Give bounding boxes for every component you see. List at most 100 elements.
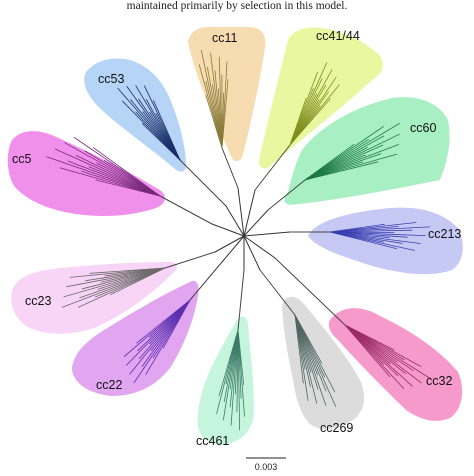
leaf-branch (294, 314, 337, 407)
clade-stem-cc5 (159, 195, 213, 225)
leaf-branch (344, 324, 413, 387)
clade-stem-cc53 (179, 159, 227, 207)
clade-label-cc11: cc11 (212, 31, 238, 45)
branch-bundle-cc5 (46, 137, 161, 197)
leaf-branch (294, 314, 327, 406)
leaf-branch (218, 329, 239, 397)
leaf-branch (198, 64, 223, 149)
leaf-branch (294, 314, 309, 401)
leaf-branch (129, 299, 191, 375)
leaf-branch (344, 324, 391, 378)
leaf-branch (329, 229, 413, 233)
leaf-branch (329, 231, 415, 251)
clade-label-cc60: cc60 (410, 121, 436, 135)
clade-stem-cc32 (274, 257, 346, 326)
leaf-branch (81, 267, 166, 290)
leaf-branch (230, 329, 239, 426)
leaf-branch (289, 69, 333, 146)
leaf-branch (344, 324, 422, 384)
leaf-branch (237, 329, 241, 431)
backbone-branch-cc53 (225, 205, 245, 237)
clade-label-cc32: cc32 (426, 374, 452, 388)
leaf-branch (61, 267, 166, 308)
leaf-branch (89, 267, 166, 274)
leaf-branch (64, 142, 161, 197)
clade-branch-bundles (46, 49, 431, 431)
leaf-branch (329, 222, 417, 233)
clade-region-cc41-44 (258, 27, 383, 169)
clade-region-cc5 (7, 131, 165, 216)
leaf-branch (67, 160, 161, 197)
clade-label-cc41-44: cc41/44 (316, 29, 360, 43)
caption-text: maintained primarily by selection in thi… (126, 0, 348, 12)
branch-bundle-cc11 (198, 49, 229, 149)
branch-bundle-cc41-44 (289, 62, 340, 146)
branch-bundle-cc60 (304, 123, 400, 181)
branch-bundle-cc53 (117, 85, 181, 161)
leaf-branch (289, 62, 328, 146)
leaf-branch (79, 267, 166, 299)
leaf-branch (145, 299, 191, 375)
clade-label-cc5: cc5 (12, 152, 32, 166)
backbone-branch-cc11 (237, 187, 245, 237)
clade-label-cc461: cc461 (196, 434, 229, 448)
leaf-branch (126, 86, 181, 161)
clade-label-cc53: cc53 (98, 72, 124, 86)
clade-region-cc461 (197, 316, 254, 445)
clade-shading-layer (7, 26, 463, 445)
leaf-branch (221, 61, 228, 149)
leaf-branch (289, 98, 331, 146)
backbone-branch-cc60 (243, 209, 269, 237)
leaf-branch (200, 49, 223, 149)
branch-bundle-cc23 (61, 267, 166, 308)
leaf-branch (84, 150, 161, 197)
clade-stem-cc11 (221, 147, 239, 189)
backbone-branch-cc269 (243, 235, 261, 271)
backbone-branch-cc32 (243, 235, 276, 259)
leaf-branch (304, 126, 385, 181)
leaf-branch (122, 100, 181, 161)
clade-stem-cc269 (259, 269, 296, 316)
leaf-branch (222, 329, 239, 421)
leaf-branch (216, 329, 239, 415)
clade-region-cc22 (72, 280, 199, 396)
leaf-branch (304, 153, 398, 181)
leaf-branch (126, 299, 191, 366)
leaf-branch (304, 161, 379, 181)
leaf-branch (55, 148, 161, 197)
leaf-branch (329, 226, 431, 233)
leaf-branch (304, 133, 400, 181)
leaf-branch (133, 299, 191, 384)
leaf-branch (77, 267, 166, 308)
leaf-branch (135, 85, 181, 161)
clade-label-cc23: cc23 (25, 294, 51, 308)
backbone-branch-cc22 (221, 235, 245, 263)
leaf-branch (344, 324, 431, 379)
branch-bundle-cc461 (216, 329, 245, 431)
clade-stem-cc22 (189, 261, 223, 301)
clade-region-cc60 (284, 97, 450, 205)
leaf-branch (93, 147, 161, 197)
leaf-branch (117, 87, 181, 161)
leaf-branch (294, 314, 304, 384)
leaf-branch (69, 267, 166, 278)
branch-bundle-cc213 (329, 222, 431, 251)
leaf-branch (329, 231, 397, 250)
scale-bar-label: 0.003 (255, 462, 278, 472)
leaf-branch (46, 156, 161, 197)
leaf-branch (59, 167, 161, 197)
leaf-branch (329, 231, 426, 237)
clade-stem-cc23 (164, 251, 216, 269)
leaf-branch (63, 267, 166, 298)
backbone-branch-cc41-44 (243, 189, 256, 237)
leaf-branch (124, 299, 191, 357)
branch-bundle-cc269 (294, 314, 337, 407)
leaf-branch (206, 66, 223, 149)
tree-branches-layer (159, 144, 346, 331)
leaf-branch (73, 137, 161, 197)
leaf-branch (304, 144, 400, 181)
leaf-branch (304, 135, 385, 181)
leaf-branch (344, 324, 422, 367)
backbone-branch-cc23 (214, 235, 245, 253)
leaf-branch (329, 231, 421, 244)
